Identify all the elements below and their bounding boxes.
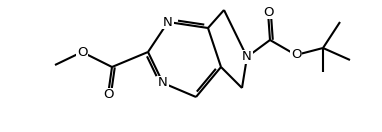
Text: N: N	[163, 15, 173, 29]
Text: N: N	[242, 51, 252, 63]
Text: O: O	[263, 6, 273, 18]
Text: N: N	[158, 77, 168, 89]
Text: O: O	[291, 48, 301, 62]
Text: O: O	[77, 46, 87, 58]
Text: O: O	[103, 88, 113, 102]
